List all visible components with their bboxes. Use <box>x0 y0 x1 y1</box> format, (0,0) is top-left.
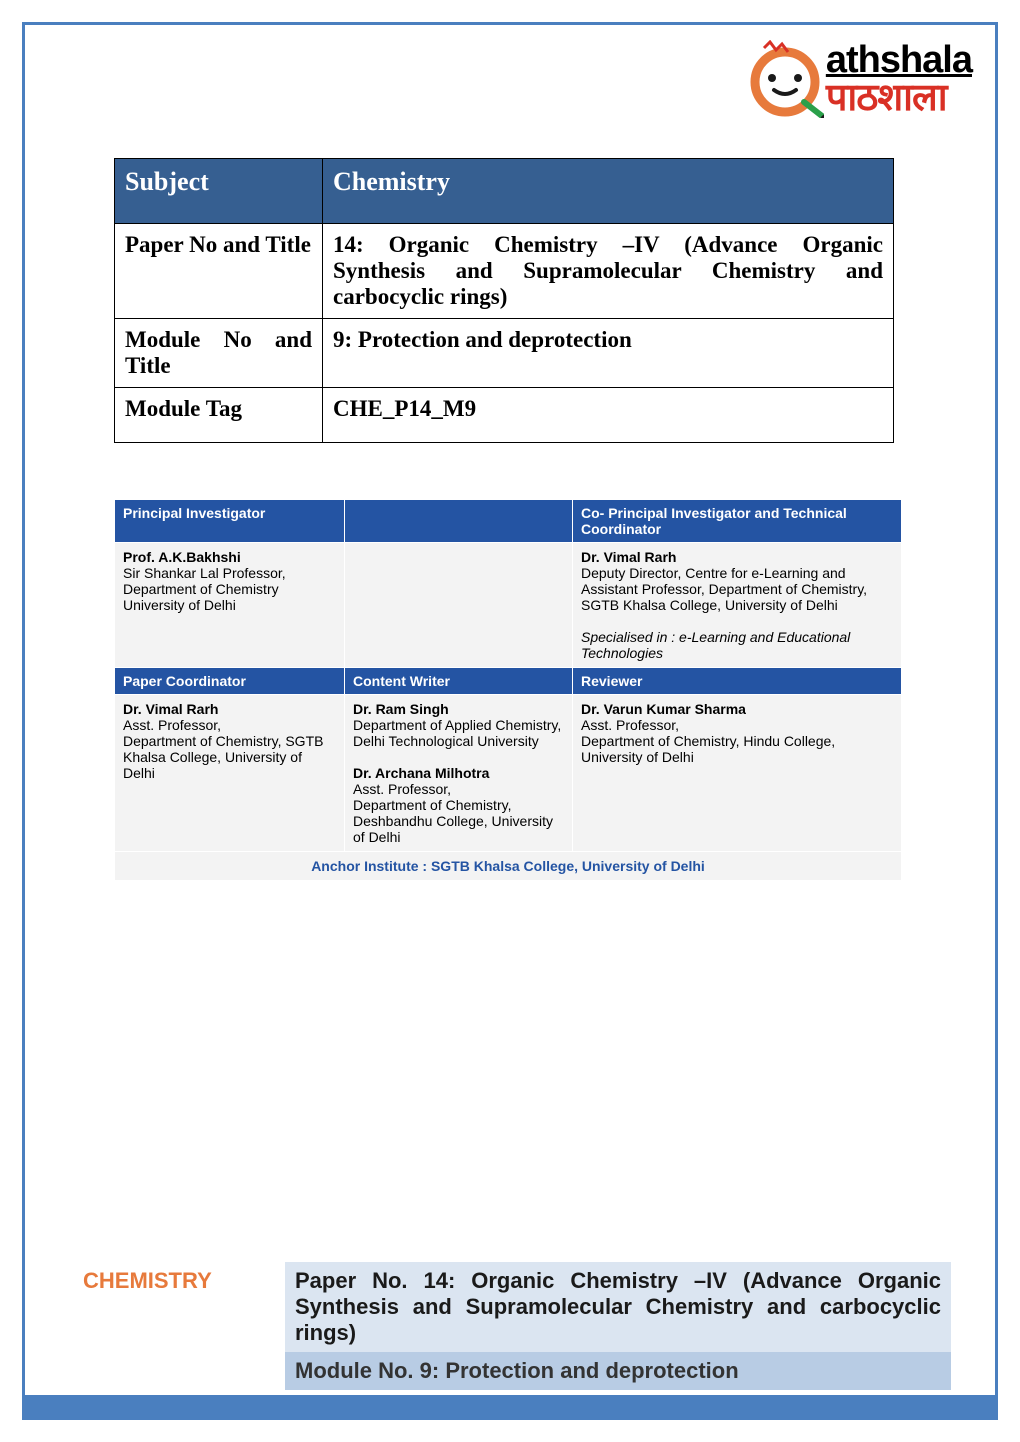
rv-cell: Dr. Varun Kumar Sharma Asst. Professor, … <box>573 695 902 852</box>
pc-body: Asst. Professor, Department of Chemistry… <box>123 717 336 781</box>
blank-header <box>345 500 573 543</box>
module-label: Module No and Title <box>115 319 323 388</box>
copi-name: Dr. Vimal Rarh <box>581 549 893 565</box>
pi-body: Sir Shankar Lal Professor, Department of… <box>123 565 336 613</box>
rv-header: Reviewer <box>573 668 902 695</box>
paper-label: Paper No and Title <box>115 224 323 319</box>
cw-body-1: Department of Applied Chemistry, Delhi T… <box>353 717 564 749</box>
logo-latin: athshala <box>826 41 972 79</box>
logo-icon <box>746 40 824 118</box>
tag-label: Module Tag <box>115 388 323 443</box>
cw-name-1: Dr. Ram Singh <box>353 701 564 717</box>
footer-subject: CHEMISTRY <box>73 1262 285 1390</box>
pc-name: Dr. Vimal Rarh <box>123 701 336 717</box>
module-meta-table: Subject Chemistry Paper No and Title 14:… <box>114 158 894 443</box>
cw-cell: Dr. Ram Singh Department of Applied Chem… <box>345 695 573 852</box>
paper-value: 14: Organic Chemistry –IV (Advance Organ… <box>323 224 894 319</box>
anchor-institute: Anchor Institute : SGTB Khalsa College, … <box>115 852 902 881</box>
logo-hindi: पाठशाला <box>826 79 972 117</box>
module-value: 9: Protection and deprotection <box>323 319 894 388</box>
pi-header: Principal Investigator <box>115 500 345 543</box>
credits-table: Principal Investigator Co- Principal Inv… <box>114 499 902 881</box>
logo-area: athshala पाठशाला <box>72 40 972 118</box>
footer-table: CHEMISTRY Paper No. 14: Organic Chemistr… <box>73 1262 951 1390</box>
footer-paper: Paper No. 14: Organic Chemistry –IV (Adv… <box>285 1262 951 1352</box>
pi-name: Prof. A.K.Bakhshi <box>123 549 336 565</box>
rv-name: Dr. Varun Kumar Sharma <box>581 701 893 717</box>
subject-label: Subject <box>115 159 323 224</box>
pc-cell: Dr. Vimal Rarh Asst. Professor, Departme… <box>115 695 345 852</box>
tag-value: CHE_P14_M9 <box>323 388 894 443</box>
logo-text: athshala पाठशाला <box>826 41 972 117</box>
cw-header: Content Writer <box>345 668 573 695</box>
epathshala-logo: athshala पाठशाला <box>746 40 972 118</box>
page-content: athshala पाठशाला Subject Chemistry Paper… <box>72 40 972 881</box>
copi-cell: Dr. Vimal Rarh Deputy Director, Centre f… <box>573 543 902 668</box>
footer-module: Module No. 9: Protection and deprotectio… <box>285 1352 951 1390</box>
pi-cell: Prof. A.K.Bakhshi Sir Shankar Lal Profes… <box>115 543 345 668</box>
footer-bar <box>22 1395 998 1420</box>
copi-spec: Specialised in : e-Learning and Educatio… <box>581 629 893 661</box>
cw-body-2: Asst. Professor, Department of Chemistry… <box>353 781 564 845</box>
subject-value: Chemistry <box>323 159 894 224</box>
cw-name-2: Dr. Archana Milhotra <box>353 765 564 781</box>
copi-header: Co- Principal Investigator and Technical… <box>573 500 902 543</box>
copi-body: Deputy Director, Centre for e-Learning a… <box>581 565 893 613</box>
pc-header: Paper Coordinator <box>115 668 345 695</box>
blank-cell <box>345 543 573 668</box>
rv-body: Asst. Professor, Department of Chemistry… <box>581 717 893 765</box>
